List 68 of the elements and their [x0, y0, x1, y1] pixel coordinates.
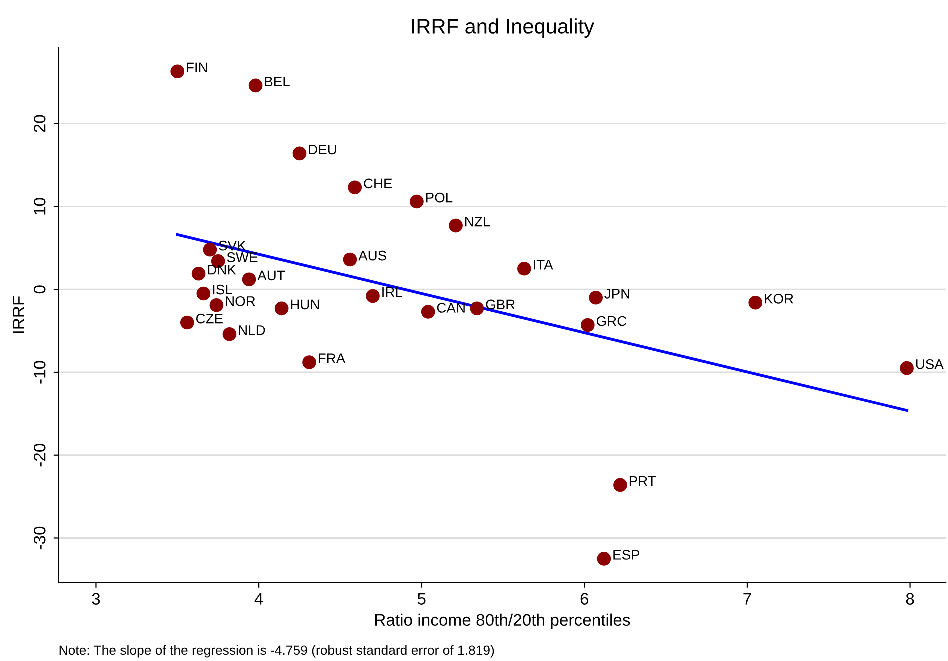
point — [518, 262, 532, 276]
annotation: CAN — [437, 303, 465, 313]
annotation: ITA — [534, 260, 554, 270]
annotation: HUN — [291, 300, 320, 310]
point — [748, 296, 763, 310]
point — [589, 290, 603, 305]
annotation: BEL — [265, 76, 290, 87]
annotation: POL — [426, 192, 453, 203]
text: Note: The slope of the regression is -4.759 (robust standard error of 1.819) — [60, 645, 494, 658]
point — [180, 316, 194, 330]
point — [170, 64, 185, 79]
point — [203, 242, 218, 257]
annotation: GRC — [596, 316, 627, 326]
annotation: CHE — [364, 178, 392, 189]
annotation: NZL — [466, 217, 490, 227]
annotation: USA — [916, 359, 944, 370]
point — [470, 302, 484, 316]
point — [348, 180, 362, 195]
point — [449, 218, 463, 233]
y-tick-label: -30 — [34, 526, 46, 550]
annotation: AUT — [258, 270, 286, 281]
annotation: AUS — [358, 250, 386, 261]
annotation: NLD — [239, 326, 266, 336]
annotation: GBR — [486, 300, 515, 310]
point — [196, 286, 211, 301]
annotation: PRT — [630, 476, 656, 486]
point — [210, 298, 224, 312]
annotation: NOR — [226, 296, 256, 306]
y-tick-label: -20 — [34, 444, 46, 467]
chart-title: IRRF and Inequality — [412, 18, 594, 38]
annotation: SWE — [227, 252, 258, 262]
y-axis-title: IRRF — [13, 296, 25, 334]
point — [343, 252, 358, 267]
x-tick-label: 8 — [906, 593, 914, 605]
annotation: JPN — [604, 289, 630, 299]
point — [421, 305, 436, 319]
point — [597, 552, 612, 566]
annotation: IRL — [382, 287, 402, 298]
annotation: CZE — [196, 314, 223, 324]
point — [410, 194, 424, 209]
point — [581, 318, 595, 332]
x-tick-label: 7 — [744, 593, 752, 605]
annotation: ISL — [213, 284, 232, 295]
annotation: ESP — [614, 550, 640, 560]
point — [614, 478, 628, 492]
y-tick-label: 20 — [34, 115, 46, 132]
x-tick-label: 3 — [92, 593, 100, 605]
y-tick-label: -10 — [34, 361, 46, 384]
x-tick-label: 4 — [254, 593, 264, 605]
point — [222, 327, 237, 342]
y-tick-label: 0 — [34, 286, 46, 294]
point — [302, 356, 316, 370]
point — [366, 289, 380, 304]
x-axis-title: Ratio income 80th/20th percentiles — [376, 614, 630, 630]
y-tick-label: 10 — [34, 198, 46, 215]
point — [900, 361, 914, 376]
annotation: FIN — [187, 62, 208, 72]
annotation: FRA — [318, 354, 346, 364]
point — [292, 146, 307, 161]
annotation: KOR — [765, 294, 794, 304]
annotation: DEU — [309, 144, 336, 155]
annotation: DNK — [208, 265, 236, 275]
point — [248, 78, 263, 93]
x-tick-label: 6 — [580, 593, 589, 605]
x-tick-label: 5 — [418, 593, 426, 605]
point — [274, 302, 289, 316]
point — [242, 272, 256, 287]
point — [192, 266, 206, 281]
